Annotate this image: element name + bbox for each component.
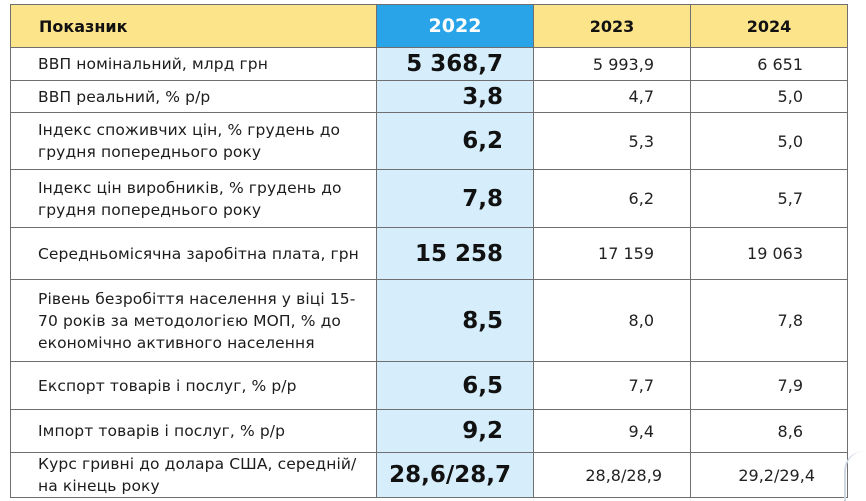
value-2022: 3,8: [376, 80, 534, 113]
value-2023: 28,8/28,9: [533, 452, 691, 498]
value-2023: 6,2: [533, 169, 691, 228]
value-2024: 7,9: [690, 361, 848, 410]
table-row: ВВП реальний, % р/р 3,8 4,7 5,0: [10, 80, 848, 113]
value-2023: 8,0: [533, 279, 691, 362]
header-year-2024: 2024: [690, 4, 848, 48]
value-2023: 5 993,9: [533, 47, 691, 81]
value-2024: 19 063: [690, 227, 848, 280]
table-row: Імпорт товарів і послуг, % р/р 9,2 9,4 8…: [10, 409, 848, 453]
value-2022: 6,2: [376, 112, 534, 170]
table-row: Курс гривні до долара США, середній/ на …: [10, 452, 848, 498]
row-label: Індекс споживчих цін, % грудень до грудн…: [10, 112, 377, 170]
value-2022: 5 368,7: [376, 47, 534, 81]
value-2024: 6 651: [690, 47, 848, 81]
table-header-row: Показник 2022 2023 2024: [10, 4, 848, 48]
header-year-2022: 2022: [376, 4, 534, 48]
value-2022: 28,6/28,7: [376, 452, 534, 498]
value-2024: 8,6: [690, 409, 848, 453]
value-2023: 4,7: [533, 80, 691, 113]
value-2024: 5,0: [690, 80, 848, 113]
macro-forecast-table: Показник 2022 2023 2024 ВВП номінальний,…: [10, 4, 848, 498]
value-2022: 6,5: [376, 361, 534, 410]
table-row: Рівень безробіття населення у віці 15-70…: [10, 279, 848, 362]
value-2023: 9,4: [533, 409, 691, 453]
value-2023: 17 159: [533, 227, 691, 280]
row-label: Індекс цін виробників, % грудень до груд…: [10, 169, 377, 228]
corner-decoration: [844, 451, 866, 501]
value-2024: 5,0: [690, 112, 848, 170]
header-year-2023: 2023: [533, 4, 691, 48]
value-2023: 7,7: [533, 361, 691, 410]
value-2022: 15 258: [376, 227, 534, 280]
value-2022: 9,2: [376, 409, 534, 453]
row-label: Середньомісячна заробітна плата, грн: [10, 227, 377, 280]
table-row: Експорт товарів і послуг, % р/р 6,5 7,7 …: [10, 361, 848, 410]
row-label: Імпорт товарів і послуг, % р/р: [10, 409, 377, 453]
table-row: ВВП номінальний, млрд грн 5 368,7 5 993,…: [10, 47, 848, 81]
value-2022: 8,5: [376, 279, 534, 362]
table-row: Середньомісячна заробітна плата, грн 15 …: [10, 227, 848, 280]
value-2023: 5,3: [533, 112, 691, 170]
value-2024: 29,2/29,4: [690, 452, 848, 498]
row-label: ВВП номінальний, млрд грн: [10, 47, 377, 81]
row-label: Курс гривні до долара США, середній/ на …: [10, 452, 377, 498]
row-label: Експорт товарів і послуг, % р/р: [10, 361, 377, 410]
row-label: Рівень безробіття населення у віці 15-70…: [10, 279, 377, 362]
row-label: ВВП реальний, % р/р: [10, 80, 377, 113]
table-row: Індекс споживчих цін, % грудень до грудн…: [10, 112, 848, 170]
value-2024: 5,7: [690, 169, 848, 228]
value-2024: 7,8: [690, 279, 848, 362]
header-indicator: Показник: [10, 4, 377, 48]
table-row: Індекс цін виробників, % грудень до груд…: [10, 169, 848, 228]
value-2022: 7,8: [376, 169, 534, 228]
